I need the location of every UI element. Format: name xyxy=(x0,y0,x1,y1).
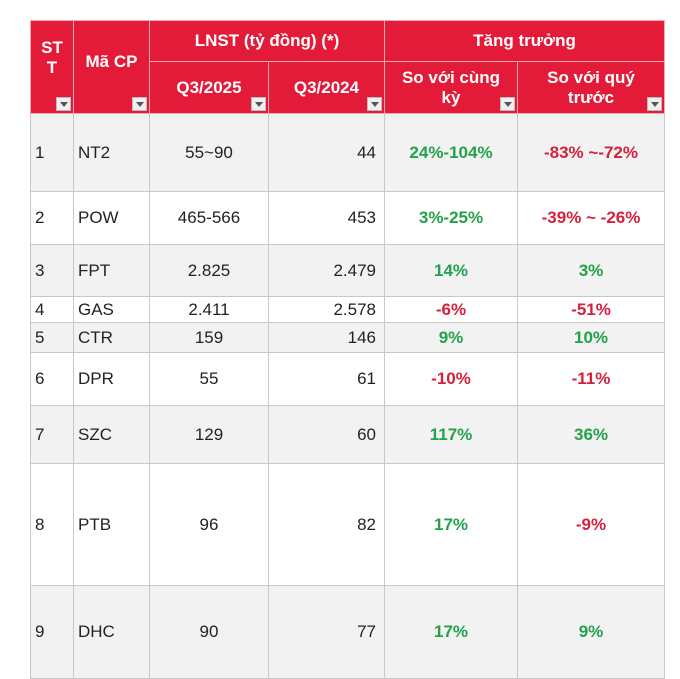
ma-cp-cell: NT2 xyxy=(73,113,150,192)
filter-dropdown-yoy[interactable] xyxy=(500,97,515,111)
ma-cp-cell: GAS xyxy=(73,296,150,323)
earnings-table: ST T Mã CP LNST (tỷ đồng) (*) Tăng trưởn… xyxy=(30,20,665,679)
q3-2024-cell: 453 xyxy=(268,191,385,245)
q3-2025-cell: 129 xyxy=(149,405,269,464)
qoq-cell: -11% xyxy=(517,352,665,406)
yoy-cell: 17% xyxy=(384,463,518,586)
ma-cp-cell: POW xyxy=(73,191,150,245)
filter-dropdown-stt[interactable] xyxy=(56,97,71,111)
header-qoq: So với quý trước xyxy=(517,61,665,114)
header-lnst: LNST (tỷ đồng) (*) xyxy=(149,20,385,62)
qoq-cell: -9% xyxy=(517,463,665,586)
qoq-cell: -39% ~ -26% xyxy=(517,191,665,245)
stt-cell: 7 xyxy=(30,405,74,464)
ma-cp-cell: FPT xyxy=(73,244,150,297)
stt-cell: 1 xyxy=(30,113,74,192)
header-yoy: So với cùng kỳ xyxy=(384,61,518,114)
q3-2024-cell: 44 xyxy=(268,113,385,192)
ma-cp-cell: DPR xyxy=(73,352,150,406)
table-row: 9 DHC 90 77 17% 9% xyxy=(30,585,665,679)
q3-2024-cell: 61 xyxy=(268,352,385,406)
yoy-cell: 9% xyxy=(384,322,518,353)
yoy-cell: 17% xyxy=(384,585,518,679)
stt-cell: 4 xyxy=(30,296,74,323)
q3-2024-cell: 60 xyxy=(268,405,385,464)
qoq-cell: -83% ~-72% xyxy=(517,113,665,192)
table-row: 4 GAS 2.411 2.578 -6% -51% xyxy=(30,296,665,323)
q3-2024-cell: 82 xyxy=(268,463,385,586)
stt-cell: 9 xyxy=(30,585,74,679)
header-stt: ST T xyxy=(30,20,74,114)
q3-2025-cell: 55 xyxy=(149,352,269,406)
q3-2025-cell: 96 xyxy=(149,463,269,586)
q3-2025-cell: 159 xyxy=(149,322,269,353)
ma-cp-cell: CTR xyxy=(73,322,150,353)
qoq-cell: 9% xyxy=(517,585,665,679)
header-q3-2025: Q3/2025 xyxy=(149,61,269,114)
ma-cp-cell: DHC xyxy=(73,585,150,679)
filter-dropdown-qoq[interactable] xyxy=(647,97,662,111)
table-row: 7 SZC 129 60 117% 36% xyxy=(30,405,665,464)
table-row: 1 NT2 55~90 44 24%-104% -83% ~-72% xyxy=(30,113,665,192)
yoy-cell: 24%-104% xyxy=(384,113,518,192)
header-tang-truong: Tăng trưởng xyxy=(384,20,665,62)
q3-2025-cell: 2.825 xyxy=(149,244,269,297)
yoy-cell: -10% xyxy=(384,352,518,406)
qoq-cell: 36% xyxy=(517,405,665,464)
qoq-cell: -51% xyxy=(517,296,665,323)
table-row: 8 PTB 96 82 17% -9% xyxy=(30,463,665,586)
q3-2024-cell: 2.578 xyxy=(268,296,385,323)
yoy-cell: 117% xyxy=(384,405,518,464)
q3-2024-cell: 2.479 xyxy=(268,244,385,297)
q3-2025-cell: 55~90 xyxy=(149,113,269,192)
yoy-cell: -6% xyxy=(384,296,518,323)
qoq-cell: 10% xyxy=(517,322,665,353)
stt-cell: 5 xyxy=(30,322,74,353)
stt-cell: 3 xyxy=(30,244,74,297)
yoy-cell: 3%-25% xyxy=(384,191,518,245)
table-row: 5 CTR 159 146 9% 10% xyxy=(30,322,665,353)
q3-2024-cell: 146 xyxy=(268,322,385,353)
stt-cell: 2 xyxy=(30,191,74,245)
q3-2025-cell: 2.411 xyxy=(149,296,269,323)
q3-2025-cell: 465-566 xyxy=(149,191,269,245)
q3-2025-cell: 90 xyxy=(149,585,269,679)
filter-dropdown-q3-2024[interactable] xyxy=(367,97,382,111)
table-row: 3 FPT 2.825 2.479 14% 3% xyxy=(30,244,665,297)
ma-cp-cell: SZC xyxy=(73,405,150,464)
ma-cp-cell: PTB xyxy=(73,463,150,586)
table-row: 2 POW 465-566 453 3%-25% -39% ~ -26% xyxy=(30,191,665,245)
header-q3-2024: Q3/2024 xyxy=(268,61,385,114)
stt-cell: 8 xyxy=(30,463,74,586)
stt-cell: 6 xyxy=(30,352,74,406)
filter-dropdown-ma-cp[interactable] xyxy=(132,97,147,111)
table-row: 6 DPR 55 61 -10% -11% xyxy=(30,352,665,406)
header-ma-cp: Mã CP xyxy=(73,20,150,114)
q3-2024-cell: 77 xyxy=(268,585,385,679)
filter-dropdown-q3-2025[interactable] xyxy=(251,97,266,111)
qoq-cell: 3% xyxy=(517,244,665,297)
yoy-cell: 14% xyxy=(384,244,518,297)
